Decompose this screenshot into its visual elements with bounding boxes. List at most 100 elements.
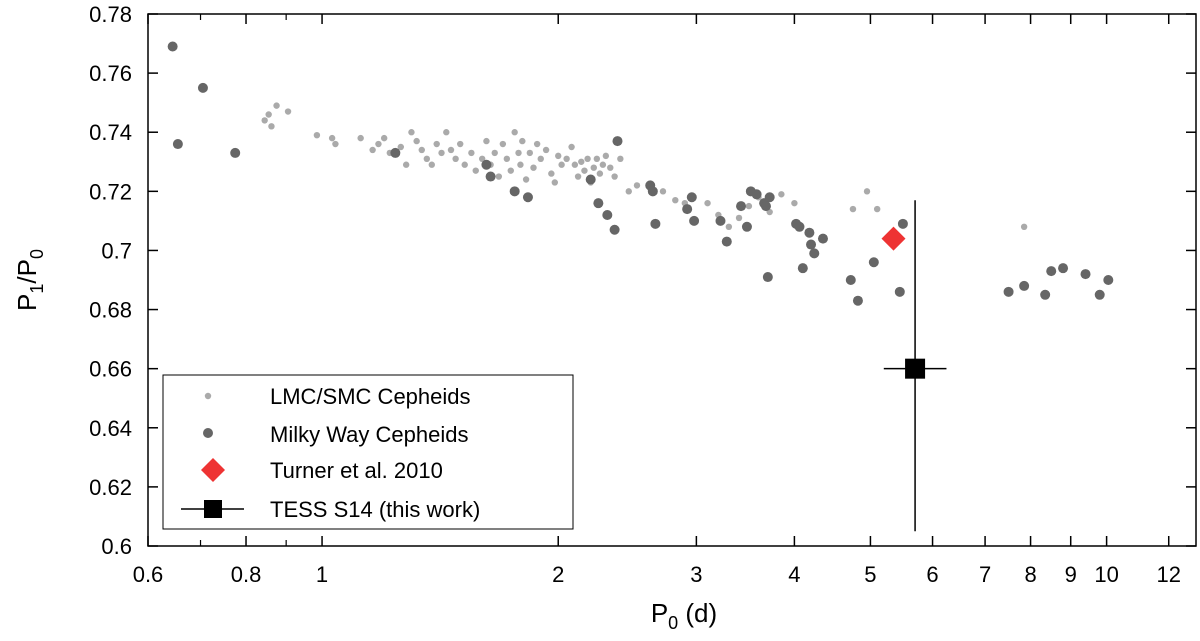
x-tick-label: 4 [788, 562, 800, 587]
lmc-smc-point [548, 170, 555, 177]
lmc-smc-point [495, 173, 503, 180]
lmc-smc-point [461, 161, 468, 168]
tess-point [905, 358, 926, 379]
legend-label-lmc-smc: LMC/SMC Cepheids [270, 384, 471, 409]
milky-way-point [760, 201, 771, 212]
legend-label-tess: TESS S14 (this work) [270, 497, 480, 522]
y-axis-label-slash: /P [12, 259, 42, 284]
milky-way-point [609, 224, 620, 235]
legend-box [162, 374, 574, 530]
y-axis-label-sub2: 0 [27, 249, 47, 259]
lmc-smc-point [265, 111, 272, 118]
milky-way-point [689, 215, 700, 226]
milky-way-point [797, 263, 808, 274]
x-tick-label: 5 [864, 562, 876, 587]
lmc-smc-point [483, 137, 490, 145]
milky-way-point [868, 257, 879, 268]
milky-way-point [794, 221, 805, 232]
lmc-smc-point [332, 140, 339, 148]
y-tick-label: 0.78 [89, 2, 132, 27]
lmc-smc-point [602, 152, 610, 160]
y-axis-label-sub1: 1 [27, 284, 47, 294]
lmc-smc-point [519, 137, 526, 145]
milky-way-point [736, 201, 747, 212]
milky-way-point [845, 275, 856, 285]
milky-way-point [602, 209, 613, 220]
milky-way-point [1080, 269, 1091, 280]
x-tick-label: 0.8 [231, 562, 262, 587]
milky-way-point [806, 239, 817, 250]
lmc-smc-point [571, 161, 579, 168]
milky-way-point [585, 174, 596, 185]
milky-way-point [1046, 266, 1057, 277]
lmc-smc-point [413, 137, 420, 145]
lmc-smc-point [599, 161, 607, 168]
lmc-smc-point [507, 167, 514, 174]
milky-way-point [593, 198, 604, 209]
lmc-smc-point [611, 173, 618, 180]
x-axis-label: P0 (d) [651, 598, 717, 633]
lmc-smc-point [863, 188, 871, 195]
lmc-smc-point [423, 155, 431, 163]
lmc-smc-point [468, 149, 475, 157]
milky-way-point [172, 139, 183, 150]
y-tick-label: 0.72 [89, 179, 132, 204]
milky-way-point [682, 204, 693, 215]
lmc-smc-point [533, 140, 541, 148]
lmc-smc-point [745, 202, 753, 210]
lmc-smc-point [522, 176, 530, 183]
milky-way-point [751, 189, 762, 200]
lmc-smc-point [873, 205, 881, 213]
lmc-smc-point [397, 143, 404, 151]
lmc-smc-point [778, 191, 785, 198]
lmc-smc-point [593, 155, 601, 163]
y-tick-label: 0.64 [89, 416, 132, 441]
lmc-smc-point [568, 143, 575, 151]
milky-way-point [230, 147, 241, 158]
lmc-smc-point [617, 155, 624, 163]
lmc-smc-point [328, 134, 336, 142]
lmc-smc-point [428, 161, 435, 168]
milky-way-point [485, 171, 496, 182]
lmc-smc-point [369, 146, 376, 154]
lmc-smc-point [438, 149, 445, 157]
lmc-smc-point [551, 179, 559, 186]
milky-way-point [522, 192, 533, 203]
x-tick-label: 1 [316, 562, 328, 587]
lmc-smc-point [357, 134, 364, 142]
lmc-smc-point [418, 146, 425, 154]
lmc-smc-point [607, 164, 614, 171]
lmc-smc-point [515, 149, 522, 157]
lmc-smc-point [590, 164, 597, 171]
lmc-smc-point [558, 161, 565, 168]
lmc-smc-point [563, 155, 570, 163]
milky-way-point [686, 192, 697, 203]
lmc-smc-point [499, 140, 507, 148]
lmc-smc-point [375, 140, 382, 148]
lmc-smc-point [581, 167, 588, 174]
lmc-smc-point [457, 140, 464, 148]
milky-way-point [715, 215, 726, 226]
milky-way-point [852, 295, 863, 306]
plot-frame [147, 13, 1197, 547]
milky-way-point [1058, 263, 1069, 274]
lmc-smc-point [503, 155, 511, 163]
lmc-smc-point [402, 161, 410, 168]
milky-way-point [650, 218, 661, 229]
legend-marker-tess-square [204, 500, 222, 518]
data-points [167, 41, 1114, 532]
x-tick-label: 0.6 [133, 562, 164, 587]
x-tick-label: 7 [979, 562, 991, 587]
milky-way-point [809, 248, 820, 259]
x-tick-label: 6 [926, 562, 938, 587]
lmc-smc-point [273, 102, 280, 109]
y-tick-label: 0.66 [89, 357, 132, 382]
milky-way-point [894, 286, 905, 297]
x-tick-label: 3 [690, 562, 702, 587]
milky-way-point [647, 186, 658, 197]
lmc-smc-point [408, 129, 415, 136]
legend: LMC/SMC Cepheids Milky Way Cepheids Turn… [162, 374, 574, 530]
y-tick-label: 0.68 [89, 298, 132, 323]
milky-way-point [1003, 286, 1014, 297]
y-tick-label: 0.62 [89, 475, 132, 500]
